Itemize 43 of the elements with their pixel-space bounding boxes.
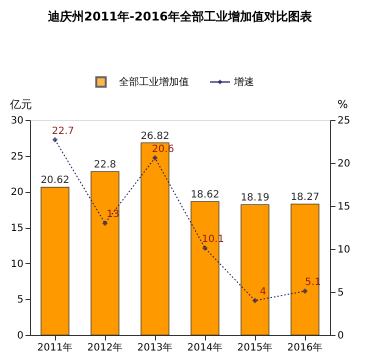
x-tick-label: 2011年: [37, 342, 73, 354]
data-label: 18.27: [290, 192, 320, 204]
bar: [290, 204, 320, 336]
bar: [40, 186, 70, 336]
y2-tick-label: 10: [338, 244, 350, 256]
y-tick-label: 10: [10, 258, 24, 270]
data-label: 26.82: [140, 130, 170, 142]
x-tick-label: 2014年: [187, 342, 223, 354]
x-tick-label: 2012年: [87, 342, 123, 354]
data-label: 13: [106, 209, 120, 220]
point: [102, 220, 108, 226]
point: [302, 288, 308, 294]
data-label: 22.7: [52, 126, 74, 137]
y-tick-label: 15: [10, 223, 24, 234]
chart-title: 迪庆州2011年-2016年全部工业增加值对比图表: [47, 9, 313, 24]
data-label: 4: [260, 286, 266, 298]
point: [52, 137, 58, 143]
x-tick-label: 2013年: [137, 342, 173, 354]
point: [252, 298, 258, 304]
legend-label: 增速: [233, 76, 254, 88]
x-tick-label: 2016年: [287, 342, 323, 354]
y2-axis-title: %: [338, 98, 348, 111]
data-label: 20.62: [40, 175, 70, 186]
y2-tick-label: 20: [338, 158, 350, 170]
y-tick-label: 20: [10, 187, 24, 198]
legend-label: 全部工业增加值: [119, 76, 189, 88]
y2-tick-label: 0: [338, 330, 344, 342]
point: [202, 245, 208, 251]
data-label: 18.62: [190, 190, 220, 201]
y-tick-label: 0: [17, 330, 24, 342]
y-tick-label: 25: [10, 151, 24, 162]
x-tick-label: 2015年: [237, 342, 273, 354]
data-label: 18.19: [240, 192, 270, 204]
bar: [90, 171, 120, 336]
y2-tick-label: 5: [338, 288, 344, 298]
y-tick-label: 5: [17, 294, 24, 306]
y-axis-title: 亿元: [9, 98, 32, 111]
y-tick-label: 30: [10, 116, 24, 126]
y2-tick-label: 15: [338, 202, 350, 212]
data-label: 22.8: [94, 160, 116, 171]
bar: [240, 204, 270, 336]
point: [152, 155, 158, 161]
y2-tick-label: 25: [338, 116, 350, 126]
